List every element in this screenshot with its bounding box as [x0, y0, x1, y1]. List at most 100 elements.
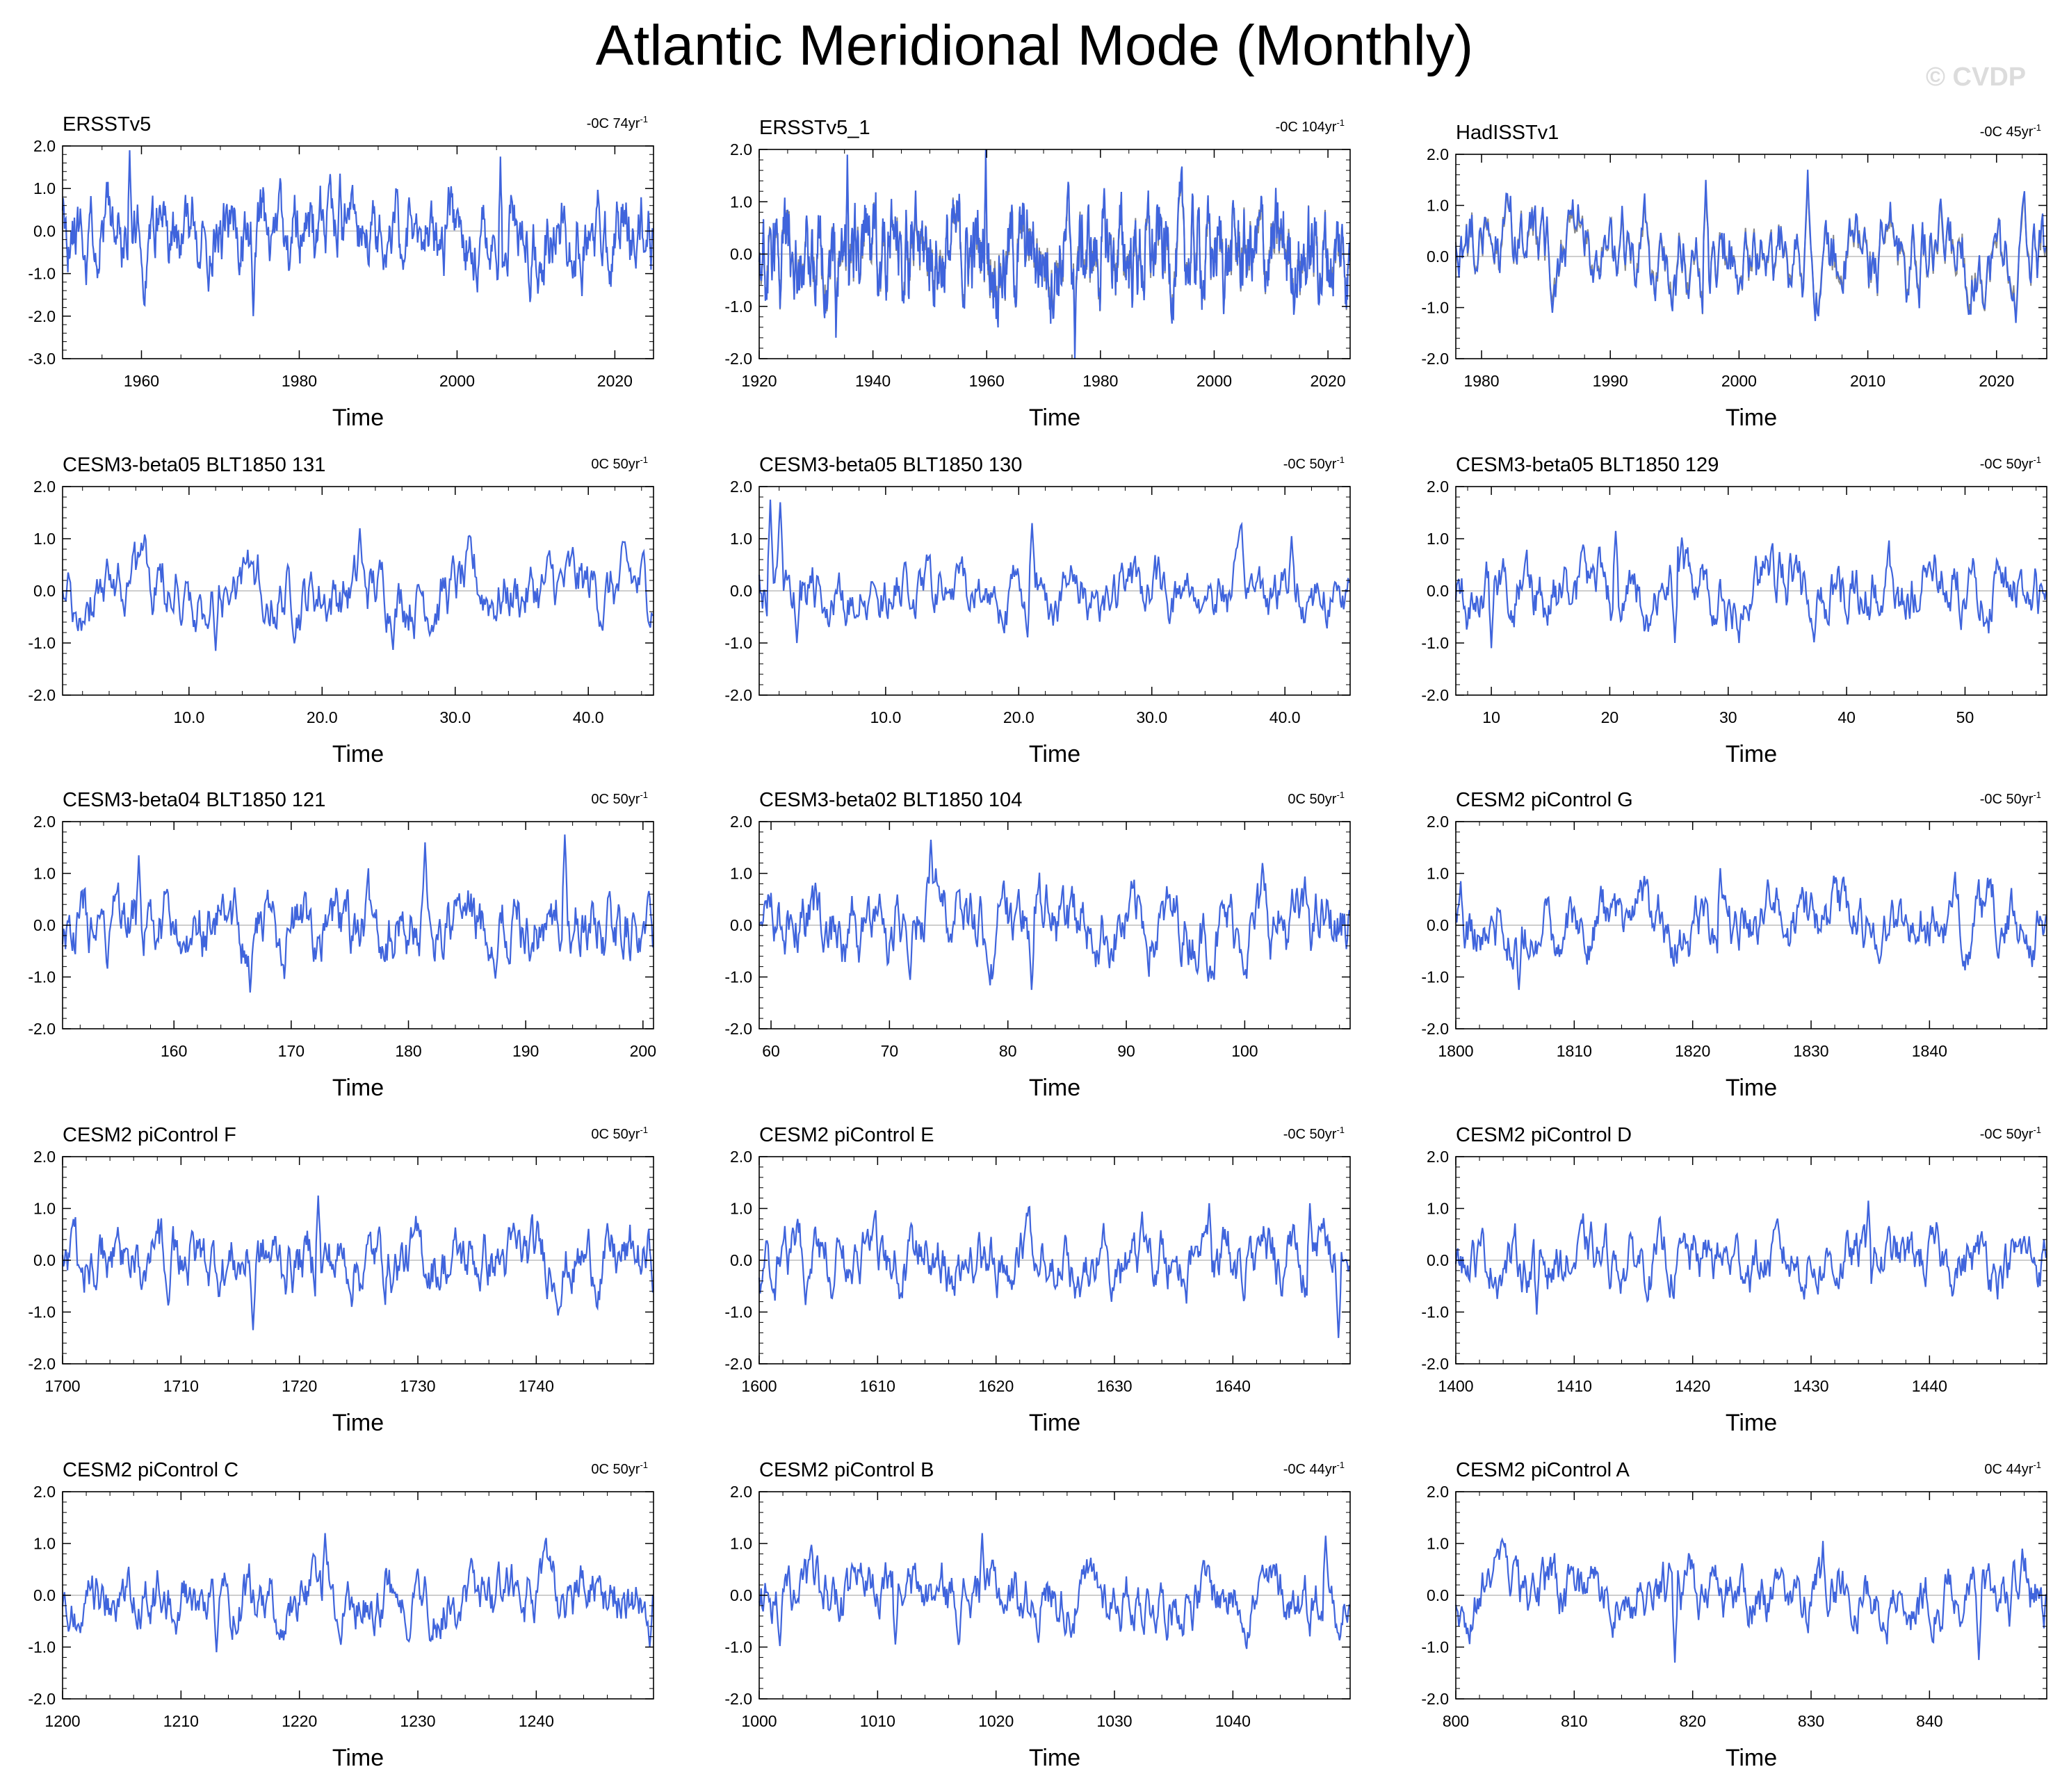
y-tick-label: -1.0	[28, 1303, 56, 1321]
x-tick-label: 170	[278, 1042, 305, 1060]
x-tick-label: 2020	[1311, 372, 1346, 390]
panel-title: CESM3-beta05 BLT1850 129	[1456, 454, 1719, 476]
x-tick-label: 30.0	[439, 708, 471, 726]
x-tick-label: 1020	[978, 1712, 1014, 1730]
x-tick-label: 50	[1956, 708, 1974, 726]
panel-4: CESM3-beta05 BLT1850 130 -0C 50yr-1 2.0 1.0…	[724, 454, 1351, 767]
x-axis-label: Time	[1029, 1075, 1080, 1101]
x-axis-label: Time	[1726, 405, 1777, 431]
y-tick-label: -1.0	[724, 968, 752, 986]
x-tick-label: 1210	[163, 1712, 199, 1730]
trend-label: 0C 50yr-1	[591, 1460, 648, 1477]
y-tick-label: 0.0	[1427, 916, 1449, 934]
y-tick-label: -3.0	[28, 350, 56, 368]
y-tick-label: 0.0	[1427, 1586, 1449, 1604]
panel-14: CESM2 piControl A 0C 44yr-1 2.0 1.0 0.0 -1.0 -…	[1421, 1459, 2047, 1771]
y-tick-label: -1.0	[28, 1638, 56, 1656]
x-tick-label: 1740	[519, 1377, 554, 1395]
trend-label: -0C 45yr-1	[1980, 122, 2041, 140]
y-tick-label: 2.0	[1427, 478, 1449, 496]
series-line	[758, 840, 1350, 991]
panel-10: CESM2 piControl E -0C 50yr-1 2.0 1.0 0.0 -1.0…	[724, 1124, 1351, 1436]
y-tick-label: -2.0	[28, 1355, 56, 1373]
y-tick-label: -2.0	[724, 686, 752, 704]
x-tick-label: 1610	[860, 1377, 895, 1395]
trend-label: 0C 50yr-1	[591, 790, 648, 807]
series-line	[61, 834, 654, 993]
series-line	[61, 528, 654, 651]
x-tick-label: 1700	[44, 1377, 80, 1395]
panel-0: ERSSTv5 -0C 74yr-1 2.0 1.0 0.0 -1.0 -2.0 -3.0 19…	[28, 113, 654, 431]
panel-title: CESM2 piControl E	[759, 1124, 934, 1146]
x-tick-label: 30.0	[1136, 708, 1167, 726]
x-tick-label: 1410	[1557, 1377, 1592, 1395]
x-tick-label: 830	[1798, 1712, 1824, 1730]
y-tick-label: 0.0	[1427, 1251, 1449, 1269]
y-tick-label: 2.0	[730, 478, 752, 496]
y-tick-label: -1.0	[28, 634, 56, 652]
y-tick-label: 0.0	[33, 582, 56, 600]
x-axis-label: Time	[332, 741, 384, 767]
x-tick-label: 1810	[1557, 1042, 1592, 1060]
x-tick-label: 800	[1443, 1712, 1469, 1730]
x-axis-label: Time	[1726, 1745, 1777, 1771]
y-tick-label: -2.0	[28, 1690, 56, 1708]
y-tick-label: -2.0	[724, 1020, 752, 1038]
y-tick-label: -1.0	[1421, 299, 1449, 317]
x-axis-label: Time	[1726, 1410, 1777, 1436]
trend-label: -0C 104yr-1	[1276, 117, 1345, 135]
trend-label: -0C 44yr-1	[1283, 1460, 1345, 1477]
y-tick-label: 0.0	[730, 1251, 752, 1269]
panel-2: HadISSTv1 -0C 45yr-1 2.0 1.0 0.0 -1.0 -2.0 1980…	[1421, 122, 2047, 431]
x-axis-label: Time	[1726, 1075, 1777, 1101]
series-line	[61, 150, 654, 316]
y-tick-label: -2.0	[1421, 1690, 1449, 1708]
x-tick-label: 20.0	[1003, 708, 1034, 726]
x-tick-label: 1600	[741, 1377, 777, 1395]
x-tick-label: 2020	[597, 372, 633, 390]
x-axis-label: Time	[1029, 741, 1080, 767]
x-tick-label: 70	[881, 1042, 899, 1060]
y-tick-label: 1.0	[33, 530, 56, 548]
series-line	[1454, 1200, 2047, 1315]
y-tick-label: 0.0	[1427, 582, 1449, 600]
y-tick-label: 2.0	[730, 1483, 752, 1501]
x-tick-label: 1980	[1463, 372, 1499, 390]
series-line	[758, 499, 1350, 644]
x-tick-label: 840	[1916, 1712, 1942, 1730]
panel-9: CESM2 piControl F 0C 50yr-1 2.0 1.0 0.0 -1.0 -…	[28, 1124, 654, 1436]
x-tick-label: 1400	[1438, 1377, 1473, 1395]
y-tick-label: -2.0	[724, 1690, 752, 1708]
y-tick-label: 1.0	[1427, 1200, 1449, 1218]
y-tick-label: 0.0	[33, 1586, 56, 1604]
trend-label: 0C 50yr-1	[1288, 790, 1345, 807]
x-axis-label: Time	[1029, 1410, 1080, 1436]
y-tick-label: -1.0	[1421, 1303, 1449, 1321]
panel-11: CESM2 piControl D -0C 50yr-1 2.0 1.0 0.0 -1.0…	[1421, 1124, 2047, 1436]
trend-label: 0C 50yr-1	[591, 455, 648, 472]
y-tick-label: 2.0	[1427, 1483, 1449, 1501]
y-tick-label: 1.0	[33, 179, 56, 197]
panel-title: CESM2 piControl A	[1456, 1459, 1630, 1481]
panel-6: CESM3-beta04 BLT1850 121 0C 50yr-1 2.0 1.0 0…	[28, 789, 656, 1101]
trend-unit: -1	[640, 1460, 648, 1470]
y-tick-label: -1.0	[28, 265, 56, 283]
series-line	[1454, 530, 2047, 649]
y-tick-label: 0.0	[33, 222, 56, 240]
x-tick-label: 1640	[1215, 1377, 1251, 1395]
x-tick-label: 1960	[969, 372, 1005, 390]
y-tick-label: -1.0	[1421, 634, 1449, 652]
x-tick-label: 820	[1679, 1712, 1705, 1730]
y-tick-label: -1.0	[724, 1303, 752, 1321]
panel-title: ERSSTv5	[63, 113, 151, 136]
x-tick-label: 1800	[1438, 1042, 1473, 1060]
trend-unit: -1	[1336, 117, 1345, 128]
panel-title: CESM3-beta05 BLT1850 130	[759, 454, 1022, 476]
x-tick-label: 10.0	[173, 708, 204, 726]
y-tick-label: 1.0	[730, 193, 752, 211]
y-tick-label: 2.0	[730, 1148, 752, 1166]
x-tick-label: 1720	[282, 1377, 317, 1395]
x-tick-label: 180	[395, 1042, 421, 1060]
x-tick-label: 2020	[1979, 372, 2014, 390]
y-tick-label: 2.0	[33, 137, 56, 155]
